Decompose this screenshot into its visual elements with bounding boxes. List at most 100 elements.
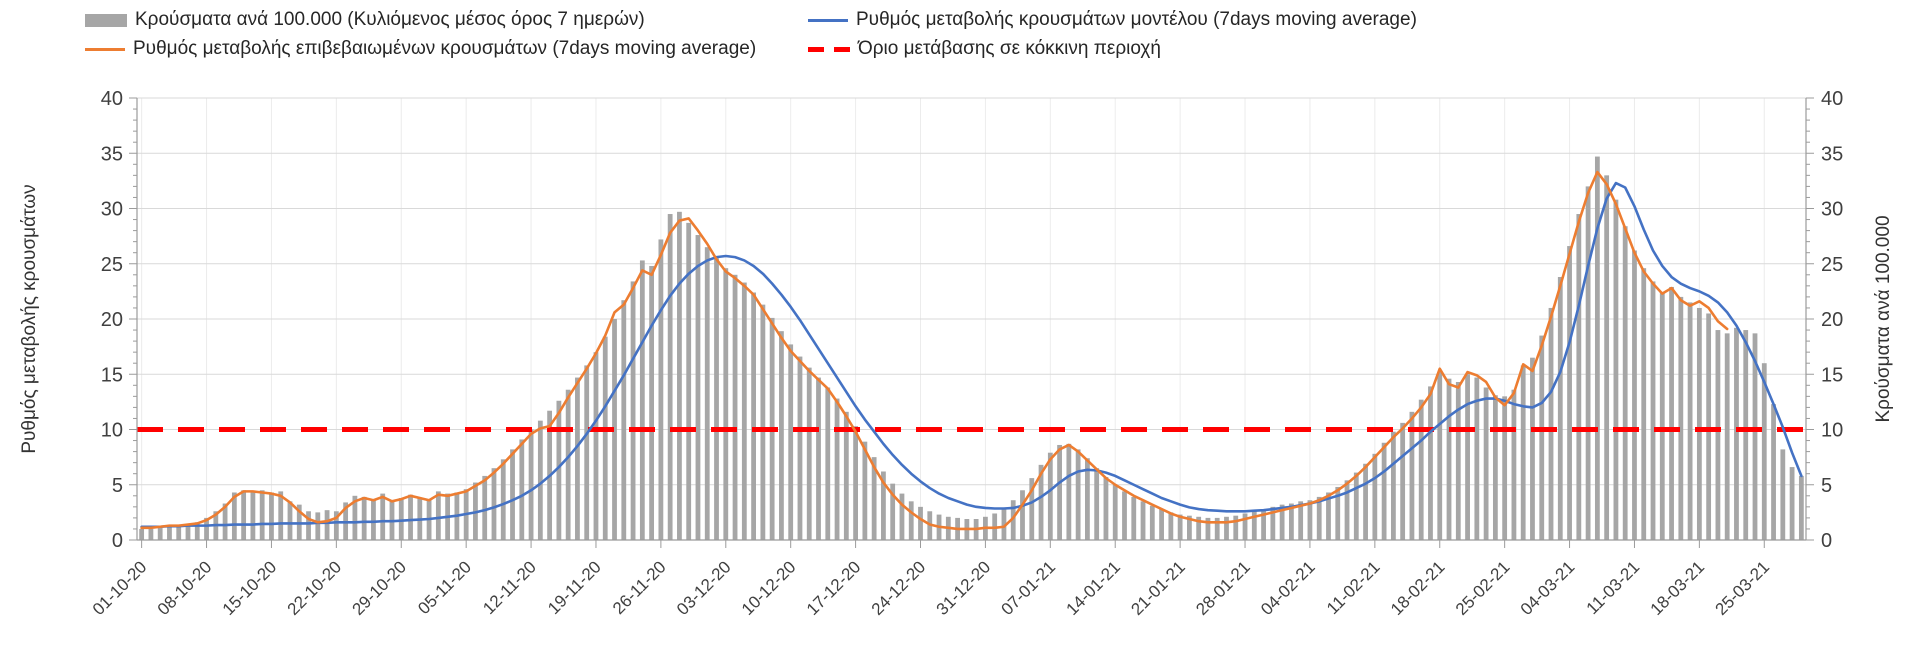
- bar: [1483, 387, 1489, 540]
- bar: [1613, 199, 1619, 540]
- bar: [1001, 507, 1007, 540]
- bar: [630, 281, 636, 540]
- bar: [1761, 363, 1767, 540]
- bar: [482, 475, 488, 540]
- bar: [806, 367, 812, 540]
- bar: [287, 501, 293, 540]
- x-axis-tick-label: 03-12-20: [673, 557, 735, 619]
- bar: [1010, 500, 1016, 540]
- legend-item-cases-bars: Κρούσματα ανά 100.000 (Κυλιόμενος μέσος …: [85, 8, 645, 32]
- bar: [1696, 307, 1702, 540]
- bar: [1706, 313, 1712, 540]
- bar: [788, 344, 794, 540]
- bar: [1140, 501, 1146, 540]
- bar: [1316, 496, 1322, 540]
- x-axis-tick-label: 18-02-21: [1387, 557, 1449, 619]
- y-axis-tick-label-left: 40: [101, 88, 123, 110]
- bar: [862, 441, 868, 540]
- x-axis-tick-label: 15-10-20: [219, 557, 281, 619]
- bar: [899, 493, 905, 540]
- bar: [1298, 501, 1304, 540]
- bar: [1632, 250, 1637, 541]
- bar: [1622, 226, 1628, 540]
- bar: [1085, 458, 1090, 540]
- x-axis-tick-label: 07-01-21: [998, 557, 1060, 619]
- legend-label-red-threshold: Όριο μετάβασης σε κόκκινη περιοχή: [858, 38, 1161, 59]
- bar: [1594, 156, 1600, 540]
- bar: [241, 490, 247, 540]
- y-axis-tick-label-right: 5: [1821, 475, 1832, 497]
- legend-item-confirmed-rate: Ρυθμός μεταβολής επιβεβαιωμένων κρουσμάτ…: [85, 37, 756, 61]
- bar: [408, 494, 413, 540]
- bar: [1465, 374, 1470, 540]
- bar: [1585, 186, 1591, 540]
- bar: [1409, 411, 1415, 540]
- confirmed-rate-line: [140, 170, 1729, 531]
- bar: [1743, 330, 1749, 540]
- bar: [500, 459, 506, 540]
- bar: [352, 495, 358, 540]
- bar: [1455, 381, 1461, 540]
- bar: [1520, 365, 1526, 540]
- x-axis-tick-label: 24-12-20: [868, 557, 930, 619]
- bar: [176, 525, 182, 540]
- bar: [1724, 333, 1730, 540]
- bar: [1344, 480, 1350, 540]
- bar: [732, 274, 738, 540]
- bar: [380, 493, 386, 540]
- x-axis-tick-label: 04-02-21: [1257, 557, 1319, 619]
- y-axis-tick-label-left: 30: [101, 199, 123, 221]
- bar: [510, 449, 515, 540]
- y-axis-tick-label-left: 35: [101, 143, 123, 165]
- bar: [1038, 464, 1044, 540]
- bar: [324, 510, 330, 540]
- y-axis-tick-label-right: 30: [1821, 199, 1843, 221]
- bar: [231, 492, 237, 540]
- y-axis-tick-label-right: 40: [1821, 88, 1843, 110]
- bar: [1789, 467, 1795, 540]
- bar: [1177, 514, 1183, 540]
- bar: [1020, 490, 1025, 540]
- bar: [556, 400, 562, 540]
- bar: [1567, 246, 1572, 540]
- y-axis-tick-label-right: 35: [1821, 143, 1843, 165]
- bar: [157, 527, 163, 540]
- legend-label-cases-bars: Κρούσματα ανά 100.000 (Κυλιόμενος μέσος …: [135, 9, 645, 30]
- x-axis-tick-label: 29-10-20: [349, 557, 411, 619]
- bar: [1641, 268, 1647, 540]
- bar: [139, 528, 145, 540]
- x-axis-tick-label: 10-12-20: [738, 557, 800, 619]
- bar: [1196, 516, 1202, 540]
- bar: [649, 265, 655, 540]
- x-axis-tick-label: 22-10-20: [284, 557, 346, 619]
- bar: [797, 356, 803, 540]
- y-axis-tick-label-right: 20: [1821, 309, 1843, 331]
- bar: [1353, 472, 1359, 540]
- bar: [1604, 175, 1610, 540]
- bar: [1474, 377, 1480, 540]
- bar: [204, 517, 209, 540]
- bar: [278, 491, 284, 540]
- bar: [1418, 399, 1424, 540]
- bar: [1307, 500, 1313, 540]
- y-axis-tick-label-right: 10: [1821, 420, 1843, 442]
- bar: [825, 387, 831, 540]
- bar: [1233, 515, 1239, 540]
- bar: [1186, 515, 1192, 540]
- bar: [1511, 389, 1517, 540]
- bar: [1029, 478, 1035, 540]
- bar: [519, 439, 525, 540]
- bar: [1734, 327, 1739, 540]
- y-axis-tick-label-left: 0: [112, 530, 123, 552]
- bar: [816, 377, 821, 540]
- bar: [1428, 386, 1433, 540]
- bar: [1687, 302, 1693, 540]
- bar: [167, 526, 172, 540]
- bar: [1715, 330, 1721, 540]
- bar: [537, 420, 543, 540]
- bar: [741, 282, 747, 540]
- bar: [834, 398, 840, 540]
- bar: [1446, 378, 1452, 540]
- bar: [667, 214, 673, 540]
